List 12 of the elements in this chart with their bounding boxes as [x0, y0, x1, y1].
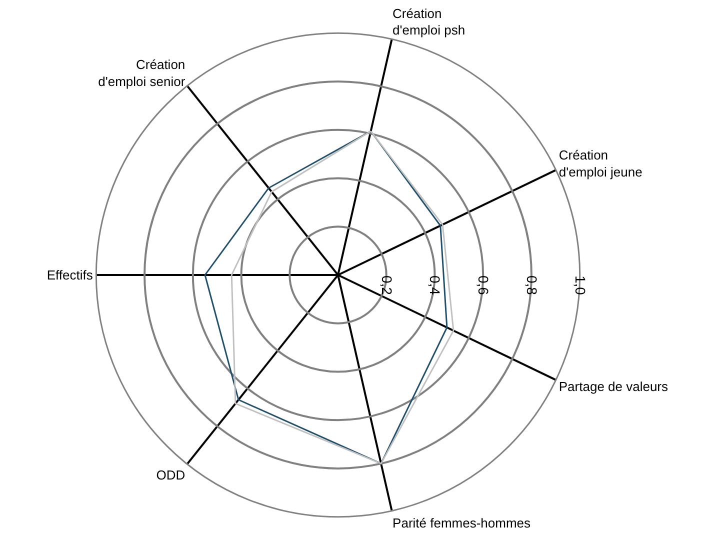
spoke-label: Partage de valeurs	[558, 379, 669, 394]
spoke-label: Création d'emploi jeune	[558, 147, 642, 180]
y-tick-label: 0,6	[476, 275, 492, 296]
spoke-label: Création d'emploi psh	[392, 6, 466, 38]
spoke-label: Parité femmes-hommes	[392, 516, 532, 531]
spoke-label: ODD	[156, 468, 186, 483]
y-tick-label: 1,0	[572, 275, 588, 296]
y-tick-label: 0,4	[427, 275, 444, 296]
y-tick-label: 0,2	[378, 275, 395, 296]
spoke-label: Effectifs	[46, 268, 94, 283]
spoke-label: Création d'emploi senior	[98, 57, 186, 89]
y-tick-label: 0,8	[524, 275, 540, 296]
